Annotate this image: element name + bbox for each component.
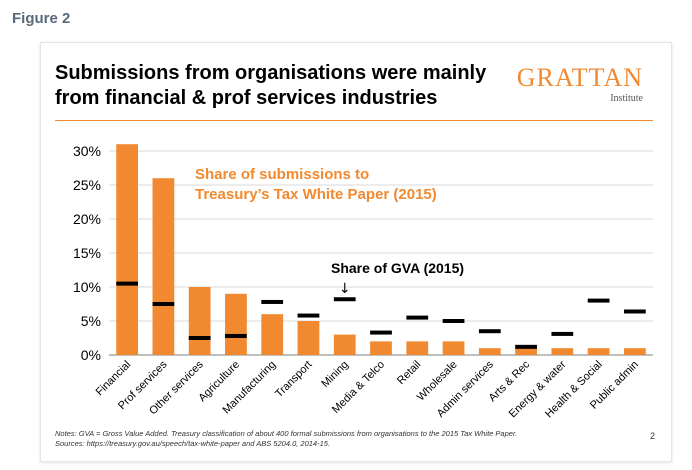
gva-marker (225, 333, 247, 338)
bar-series-label-line-2: Treasury’s Tax White Paper (2015) (195, 186, 437, 203)
slide-title: Submissions from organisations were main… (55, 61, 555, 111)
gva-marker (406, 315, 429, 320)
bar (261, 314, 284, 355)
gva-marker (478, 329, 501, 334)
bar (406, 341, 429, 355)
gva-marker (442, 319, 465, 323)
x-tick-label: Retail (395, 359, 423, 387)
gva-marker (297, 313, 320, 318)
chart-notes: Notes: GVA = Gross Value Added. Treasury… (55, 429, 615, 449)
gva-marker (551, 331, 574, 336)
gva-marker (261, 299, 284, 304)
gva-marker (188, 336, 211, 340)
y-tick-label: 30% (73, 143, 101, 159)
bar (188, 287, 211, 355)
figure-label: Figure 2 (12, 10, 71, 27)
gva-marker (587, 298, 610, 303)
bar (478, 348, 501, 355)
logo-name: GRATTAN (516, 63, 643, 92)
y-tick-label: 10% (73, 279, 101, 295)
grattan-logo: GRATTAN Institute (516, 63, 643, 105)
gva-marker (116, 281, 139, 286)
gva-marker (623, 309, 646, 314)
marker-label-arrow-icon: ↓ (339, 281, 351, 297)
bar (442, 341, 465, 355)
bar (297, 321, 320, 355)
bar-series-label-line-1: Share of submissions to (195, 166, 369, 183)
logo-subtitle: Institute (610, 93, 643, 104)
slide-title-line-1: Submissions from organisations were main… (55, 62, 487, 84)
gva-marker (152, 302, 175, 306)
gva-marker (515, 344, 537, 349)
notes-line: Notes: GVA = Gross Value Added. Treasury… (55, 429, 518, 438)
bar (370, 341, 392, 355)
sources-line: Sources: https://treasury.gov.au/speech/… (55, 438, 331, 448)
bar (623, 348, 646, 355)
slide: Submissions from organisations were main… (40, 42, 672, 462)
bar (515, 348, 537, 355)
bar (551, 348, 574, 355)
gva-marker (333, 297, 356, 302)
bar (333, 334, 356, 355)
y-tick-label: 15% (73, 245, 101, 261)
slide-title-line-2: from financial & prof services industrie… (55, 87, 438, 109)
y-tick-label: 0% (81, 347, 101, 363)
marker-series-label: Share of GVA (2015) (331, 260, 464, 276)
page-number: 2 (649, 431, 655, 441)
bar (152, 178, 175, 355)
x-tick-label: Transport (273, 359, 314, 400)
x-tick-label: Mining (319, 359, 350, 390)
y-tick-label: 20% (73, 211, 101, 227)
bar (225, 293, 247, 355)
title-divider (55, 120, 653, 121)
y-tick-label: 25% (73, 177, 101, 193)
y-tick-label: 5% (81, 313, 101, 329)
gva-marker (370, 330, 392, 335)
bar (116, 144, 139, 355)
bar (587, 348, 610, 355)
